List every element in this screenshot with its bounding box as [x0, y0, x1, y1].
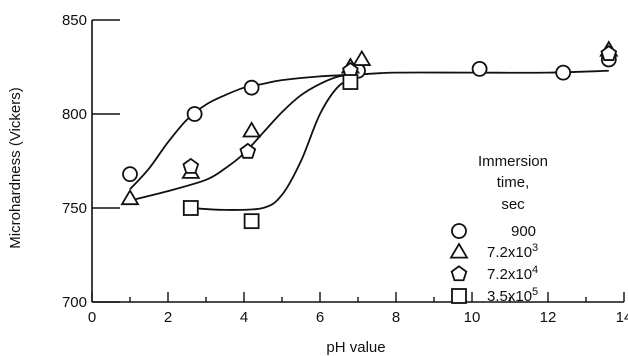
- legend-label: 7.2x104: [487, 264, 538, 283]
- x-tick-label: 10: [464, 309, 481, 326]
- legend-title-line: Immersion: [478, 153, 548, 170]
- data-point-triangle: [242, 121, 262, 138]
- x-tick-label: 0: [88, 309, 96, 326]
- x-tick-label: 6: [316, 309, 324, 326]
- data-point-triangle: [120, 188, 140, 206]
- data-point-pentagon: [239, 142, 257, 159]
- legend-marker-circle: [451, 223, 467, 239]
- y-tick-label: 750: [62, 200, 87, 217]
- x-tick-label: 4: [240, 309, 248, 326]
- fit-curves: [129, 69, 609, 211]
- y-tick-label: 700: [62, 294, 87, 311]
- data-point-square: [342, 74, 359, 90]
- x-tick-label: 12: [540, 309, 557, 326]
- legend-title-line: time,: [497, 174, 530, 191]
- fit-curve-triangle: [129, 73, 359, 202]
- x-tick-label: 8: [392, 309, 400, 326]
- legend-marker-square: [451, 288, 467, 304]
- legend-label-exponent: 3: [532, 242, 538, 254]
- legend-label-exponent: 5: [532, 286, 538, 298]
- y-axis-title: Microhardness (Vickers): [7, 87, 24, 248]
- legend-label: 7.2x103: [487, 242, 538, 261]
- y-tick-label: 850: [62, 12, 87, 29]
- x-tick-label: 14: [616, 309, 628, 326]
- legend-label: 900: [511, 223, 536, 240]
- data-point-pentagon: [182, 157, 200, 174]
- data-point-circle: [122, 166, 138, 183]
- legend-marker-pentagon: [450, 265, 468, 282]
- data-point-square: [182, 200, 199, 216]
- ticks: 0 2 4 6 8 10 12 14 700 750 800 850: [62, 12, 628, 326]
- data-point-circle: [186, 106, 203, 122]
- legend: Immersion time, sec 900 7.2x103 7.2x104 3.5…: [449, 153, 548, 305]
- legend-items: 900 7.2x103 7.2x104 3.5x105: [449, 223, 538, 305]
- data-point-pentagon: [600, 45, 618, 61]
- data-point-square: [243, 213, 260, 230]
- legend-marker-triangle: [449, 242, 469, 259]
- data-points: [120, 40, 619, 230]
- fit-curve-circle: [129, 69, 609, 190]
- data-point-triangle: [352, 49, 372, 66]
- x-tick-label: 2: [164, 309, 172, 326]
- legend-title-line: sec: [501, 196, 525, 213]
- y-tick-label: 800: [62, 106, 87, 123]
- data-point-circle: [471, 60, 488, 77]
- data-point-circle: [555, 64, 572, 81]
- x-axis-title: pH value: [326, 339, 385, 356]
- fit-curve-square: [190, 75, 359, 211]
- legend-label: 3.5x105: [487, 286, 538, 305]
- data-point-circle: [243, 79, 260, 96]
- legend-label-exponent: 4: [532, 264, 538, 276]
